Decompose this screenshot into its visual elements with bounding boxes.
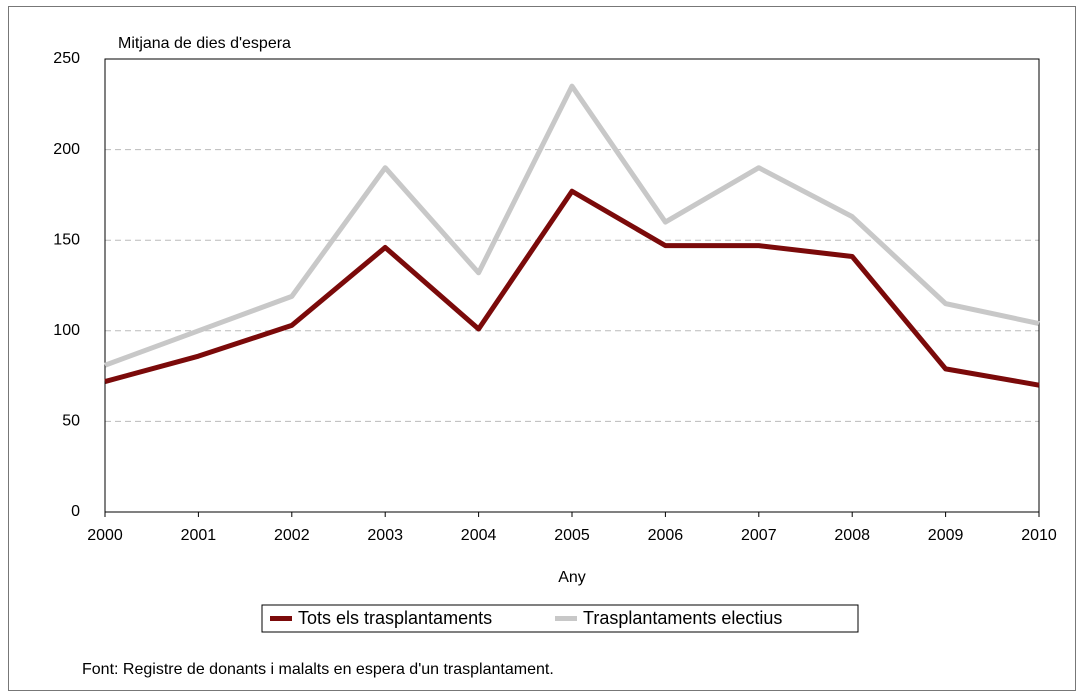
x-tick-label: 2005	[554, 527, 590, 544]
x-tick-label: 2008	[834, 527, 870, 544]
x-tick-label: 2001	[181, 527, 217, 544]
legend-label: Tots els trasplantaments	[298, 608, 492, 628]
x-tick-label: 2009	[928, 527, 964, 544]
plot-border	[104, 58, 1040, 513]
x-tick-label: 2007	[741, 527, 777, 544]
y-tick-label: 250	[53, 50, 80, 67]
y-tick-label: 150	[53, 231, 80, 248]
y-tick-label: 50	[62, 413, 80, 430]
y-tick-label: 100	[53, 322, 80, 339]
y-axis-label: Mitjana de dies d'espera	[118, 35, 291, 52]
x-tick-label: 2010	[1021, 527, 1057, 544]
y-tick-label: 0	[71, 503, 80, 520]
x-tick-label: 2002	[274, 527, 310, 544]
series-line	[104, 83, 1040, 368]
y-tick-label: 200	[53, 141, 80, 158]
x-axis-label: Any	[558, 569, 586, 586]
legend-label: Trasplantaments electius	[583, 608, 782, 628]
frame	[8, 6, 1076, 691]
x-tick-label: 2000	[87, 527, 123, 544]
x-tick-label: 2003	[367, 527, 403, 544]
source-note: Font: Registre de donants i malalts en e…	[82, 661, 554, 678]
x-tick-label: 2004	[461, 527, 497, 544]
series-line	[104, 188, 1040, 388]
x-tick-label: 2006	[648, 527, 684, 544]
